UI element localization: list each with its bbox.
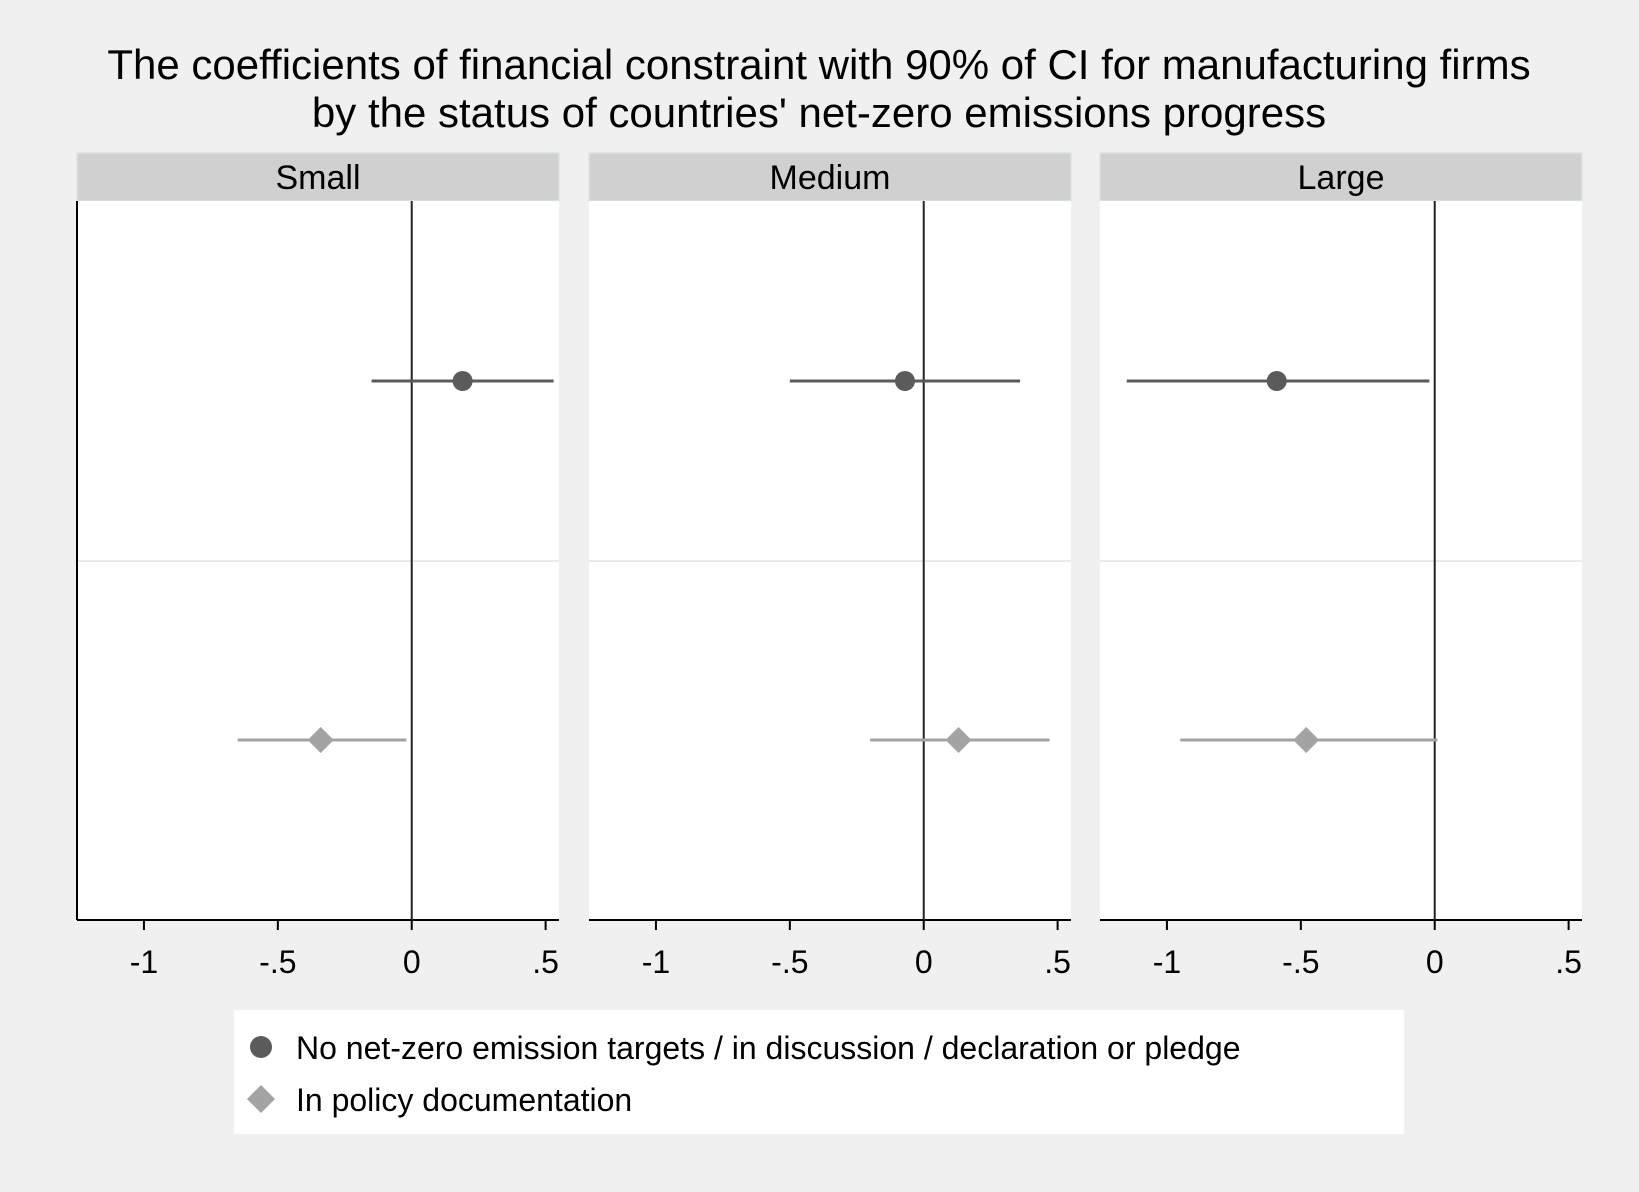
x-tick-label: -.5	[771, 944, 808, 980]
point-estimate-policy-documentation	[307, 727, 334, 753]
chart-title-line-2: by the status of countries' net-zero emi…	[312, 89, 1326, 136]
point-estimate-no-net-zero	[1266, 371, 1287, 391]
legend-marker-circle	[250, 1036, 272, 1058]
facet-label-small: Small	[275, 159, 360, 197]
facet-strip-large	[1099, 152, 1583, 202]
x-tick-label: .5	[1044, 944, 1071, 980]
x-tick-label: -.5	[259, 944, 296, 980]
facet-panels: Small -1 -.5 0 .5 Medium -1 -.5 0 .5 Large -1 -.5 0 .5	[76, 152, 1583, 980]
x-tick-label: 0	[1426, 944, 1444, 980]
x-tick-label: 0	[403, 944, 421, 980]
x-tick-label: -1	[642, 944, 670, 980]
facet-label-large: Large	[1298, 159, 1385, 197]
legend-label-policy-documentation: In policy documentation	[296, 1082, 632, 1118]
point-estimate-no-net-zero	[452, 371, 473, 391]
point-estimate-no-net-zero	[894, 371, 915, 391]
legend-box	[234, 1010, 1404, 1134]
legend-label-no-net-zero: No net-zero emission targets / in discus…	[296, 1030, 1240, 1066]
facet-strip-small	[76, 152, 560, 202]
point-estimate-policy-documentation	[945, 727, 972, 753]
panel-small: Small -1 -.5 0 .5	[76, 152, 560, 980]
x-tick-label: 0	[915, 944, 933, 980]
x-tick-label: .5	[1555, 944, 1582, 980]
x-tick-label: .5	[532, 944, 559, 980]
legend-marker-diamond	[247, 1085, 275, 1113]
panel-medium: Medium -1 -.5 0 .5	[588, 152, 1072, 980]
chart-title: The coefficients of financial constraint…	[107, 41, 1530, 136]
legend: No net-zero emission targets / in discus…	[234, 1010, 1404, 1134]
facet-label-medium: Medium	[770, 159, 891, 197]
x-tick-label: -.5	[1282, 944, 1319, 980]
chart-title-line-1: The coefficients of financial constraint…	[107, 41, 1530, 88]
x-tick-label: -1	[130, 944, 158, 980]
point-estimate-policy-documentation	[1293, 727, 1320, 753]
x-tick-label: -1	[1153, 944, 1181, 980]
panel-large: Large -1 -.5 0 .5	[1099, 152, 1583, 980]
